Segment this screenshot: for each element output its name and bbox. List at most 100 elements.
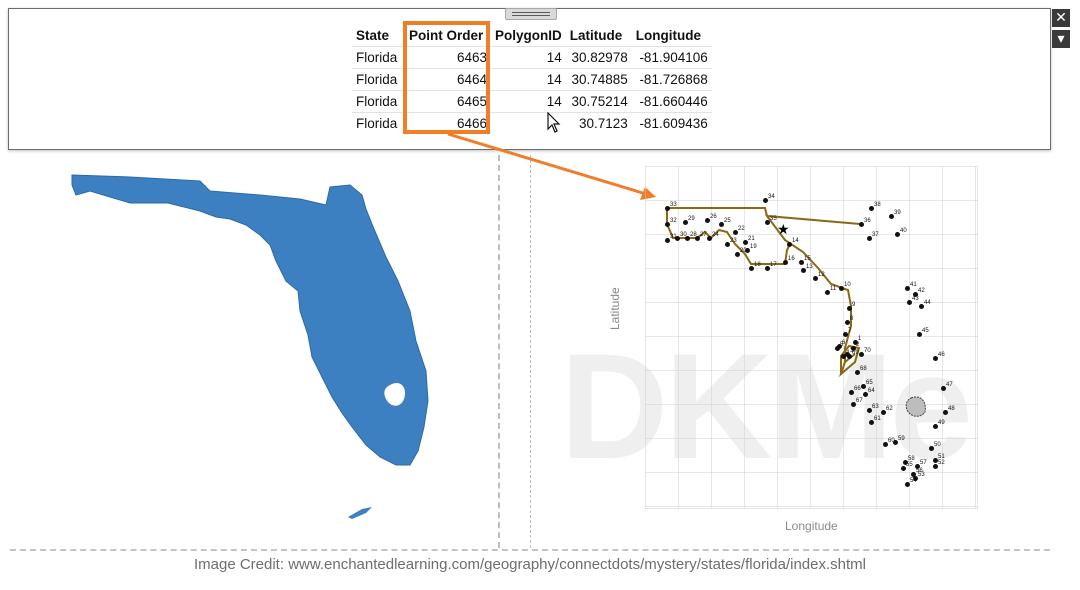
plot-dot-label: 35 xyxy=(770,216,777,222)
plot-dot xyxy=(765,220,770,225)
plot-dot xyxy=(933,464,938,469)
cell-longitude: -81.904106 xyxy=(631,46,712,69)
table-row: Florida 6464 14 30.74885 -81.726868 xyxy=(352,68,712,91)
plot-dot xyxy=(859,352,864,357)
plot-dot-label: 33 xyxy=(670,202,677,208)
plot-dot xyxy=(913,292,918,297)
cell-state: Florida xyxy=(352,68,405,91)
cell-longitude: -81.660446 xyxy=(631,90,712,113)
plot-dot xyxy=(913,476,918,481)
plot-dot xyxy=(915,464,920,469)
table-row: Florida 6466 30.7123 -81.609436 xyxy=(352,112,712,134)
plot-dot xyxy=(695,236,700,241)
dots-grid: ★ xyxy=(644,165,979,510)
plot-dot-label: 67 xyxy=(856,398,863,404)
plot-dot xyxy=(841,354,846,359)
plot-dot-label: 54 xyxy=(910,478,917,484)
plot-dot xyxy=(845,320,850,325)
plot-dot-label: 15 xyxy=(804,256,811,262)
plot-dot xyxy=(849,390,854,395)
plot-dot xyxy=(943,410,948,415)
drag-handle-icon[interactable] xyxy=(505,8,557,20)
plot-dot-label: 19 xyxy=(750,244,757,250)
plot-dot-label: 39 xyxy=(894,210,901,216)
cell-latitude: 30.7123 xyxy=(565,112,632,134)
table-row: Florida 6463 14 30.82978 -81.904106 xyxy=(352,46,712,69)
plot-dot-label: 27 xyxy=(700,232,707,238)
plot-dot-label: 49 xyxy=(938,420,945,426)
plot-dot-label: 65 xyxy=(866,380,873,386)
dots-layer: 33 34 32 29 26 25 31 30 28 27 24 22 23 21 20 19 18 17 16 15… xyxy=(645,166,978,509)
plot-dot xyxy=(847,354,852,359)
plot-dot-label: 60 xyxy=(888,438,895,444)
highlight-arrow xyxy=(447,132,656,200)
plot-dot xyxy=(707,236,712,241)
plot-dot xyxy=(763,198,768,203)
plot-dot xyxy=(859,222,864,227)
plot-dot xyxy=(867,408,872,413)
plot-dot xyxy=(705,218,710,223)
plot-dot xyxy=(889,214,894,219)
plot-dot xyxy=(839,286,844,291)
florida-map xyxy=(71,174,429,519)
plot-dot xyxy=(861,384,866,389)
col-header-latitude: Latitude xyxy=(569,28,623,43)
plot-dot xyxy=(881,410,886,415)
star-icon: ★ xyxy=(777,222,790,238)
plot-dot-label: 23 xyxy=(730,238,737,244)
plot-dot-label: 6 xyxy=(842,340,846,346)
cell-polygon-id xyxy=(491,112,566,134)
plot-dot xyxy=(801,268,806,273)
plot-dot xyxy=(933,424,938,429)
plot-dot xyxy=(719,222,724,227)
plot-dot xyxy=(665,222,670,227)
plot-dot-label: 57 xyxy=(920,460,927,466)
plot-dot xyxy=(867,236,872,241)
vertical-divider xyxy=(498,155,500,548)
plot-dot xyxy=(851,402,856,407)
plot-dot xyxy=(853,340,858,345)
plot-dot xyxy=(847,306,852,311)
plot-dot-label: 26 xyxy=(710,214,717,220)
plot-dot-label: 37 xyxy=(872,232,879,238)
plot-dot xyxy=(835,346,840,351)
plot-dot xyxy=(765,266,770,271)
plot-dot-label: 20 xyxy=(740,248,747,254)
close-icon[interactable]: ✕ xyxy=(1052,9,1070,27)
plot-dot-label: 11 xyxy=(830,286,837,292)
plot-dot-label: 29 xyxy=(688,216,695,222)
plot-dot xyxy=(869,420,874,425)
plot-dot-label: 44 xyxy=(924,300,931,306)
plot-dot-label: 51 xyxy=(938,454,945,460)
dropdown-icon[interactable]: ▾ xyxy=(1052,30,1070,48)
cell-latitude: 30.75214 xyxy=(565,90,632,113)
vertical-divider-secondary xyxy=(530,155,531,548)
connect-dots-plot: ★ 33 34 32 29 26 25 31 30 28 27 24 22 23 21 20 19 18 17 16… xyxy=(644,165,979,510)
florida-keys xyxy=(348,507,372,519)
plot-dot xyxy=(855,370,860,375)
plot-dot-label: 30 xyxy=(680,232,687,238)
cell-longitude: -81.726868 xyxy=(631,68,712,91)
plot-dot-label: 32 xyxy=(670,218,677,224)
plot-dot-label: 61 xyxy=(874,416,881,422)
plot-dot xyxy=(901,466,906,471)
plot-dot-label: 5 xyxy=(840,342,844,348)
plot-dot-label: 3 xyxy=(850,348,854,354)
cell-latitude: 30.82978 xyxy=(565,46,632,69)
plot-dot-label: 40 xyxy=(900,228,907,234)
plot-dot xyxy=(933,458,938,463)
plot-dot-label: 63 xyxy=(872,404,879,410)
plot-dot-label: 62 xyxy=(886,406,893,412)
col-header-longitude: Longitude xyxy=(635,28,701,43)
plot-dot xyxy=(903,460,908,465)
plot-dot xyxy=(787,242,792,247)
plot-dot xyxy=(917,332,922,337)
plot-dot-label: 12 xyxy=(818,272,825,278)
col-header-point-order: Point Order xyxy=(409,28,484,43)
cell-state: Florida xyxy=(352,112,405,134)
plot-dot xyxy=(905,482,910,487)
okeechobee-outline xyxy=(905,396,926,417)
plot-dot xyxy=(919,304,924,309)
plot-dot-label: 53 xyxy=(918,472,925,478)
plot-dot xyxy=(735,252,740,257)
